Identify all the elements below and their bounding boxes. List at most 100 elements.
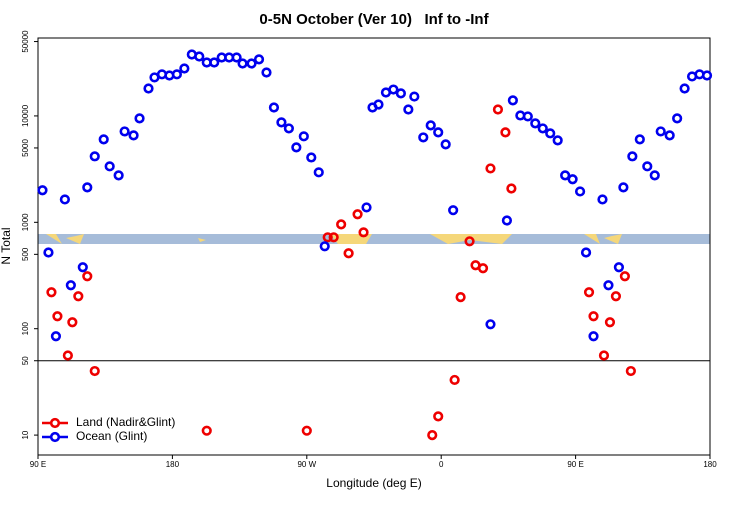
data-point xyxy=(52,311,63,322)
data-point xyxy=(291,142,302,153)
data-point xyxy=(627,151,638,162)
data-point xyxy=(545,128,556,139)
data-point xyxy=(43,247,54,258)
data-point xyxy=(268,102,280,113)
data-point xyxy=(552,135,563,146)
data-point xyxy=(395,88,406,99)
data-point xyxy=(89,151,100,162)
data-point xyxy=(89,365,100,377)
data-point xyxy=(306,152,317,163)
x-tick-label: 0 xyxy=(439,460,444,469)
data-point xyxy=(625,365,636,377)
data-point xyxy=(464,236,475,247)
y-tick-label: 5000 xyxy=(21,138,30,156)
data-point xyxy=(583,287,595,298)
data-point xyxy=(276,117,287,128)
data-point xyxy=(598,350,610,361)
data-point xyxy=(560,170,571,181)
data-point xyxy=(201,425,212,436)
x-tick-label: 90 E xyxy=(567,460,583,469)
data-point xyxy=(352,209,363,220)
data-point xyxy=(134,113,145,124)
data-point xyxy=(179,63,190,74)
data-point xyxy=(449,374,460,386)
data-point xyxy=(82,182,93,193)
data-point xyxy=(574,186,586,197)
data-point xyxy=(50,331,62,342)
data-point xyxy=(373,99,384,110)
data-point xyxy=(433,127,444,138)
data-point xyxy=(194,51,205,62)
legend-marker xyxy=(49,417,61,429)
data-point xyxy=(477,263,489,274)
data-point xyxy=(455,292,466,303)
data-point xyxy=(679,83,690,94)
legend-marker xyxy=(49,431,61,443)
x-tick-label: 90 E xyxy=(30,460,46,469)
y-tick-label: 1000 xyxy=(21,213,30,231)
data-point xyxy=(409,91,420,102)
data-point xyxy=(567,174,578,185)
data-point xyxy=(500,127,511,138)
y-axis-label: N Total xyxy=(0,227,13,264)
legend-label: Land (Nadir&Glint) xyxy=(76,415,175,429)
data-point xyxy=(634,134,645,145)
data-point xyxy=(588,311,599,322)
data-point xyxy=(619,271,630,282)
data-point xyxy=(77,262,88,273)
data-point xyxy=(336,219,347,230)
data-point xyxy=(143,83,154,94)
data-point xyxy=(65,280,76,291)
data-point xyxy=(522,111,533,122)
data-point xyxy=(313,167,324,178)
data-point xyxy=(358,227,369,238)
x-tick-label: 90 W xyxy=(297,460,316,469)
data-point xyxy=(322,232,333,243)
data-point xyxy=(580,247,592,258)
map-strip xyxy=(38,234,710,244)
data-point xyxy=(209,57,220,68)
data-point xyxy=(283,123,294,134)
data-point xyxy=(82,271,93,282)
data-point xyxy=(655,126,666,137)
data-point xyxy=(610,291,622,302)
data-point xyxy=(253,54,265,65)
data-point xyxy=(613,262,625,273)
data-point xyxy=(530,118,541,129)
data-point xyxy=(343,248,354,259)
data-point xyxy=(403,104,414,115)
chart-title: 0-5N October (Ver 10) Inf to -Inf xyxy=(259,11,489,28)
data-point xyxy=(171,69,182,80)
y-tick-label: 10000 xyxy=(21,104,30,127)
data-point xyxy=(418,132,429,143)
y-tick-label: 500 xyxy=(21,247,30,261)
data-point xyxy=(603,280,614,291)
data-point xyxy=(672,113,683,124)
data-point xyxy=(46,287,57,298)
data-point xyxy=(701,70,713,81)
data-point xyxy=(649,170,660,181)
data-point xyxy=(237,58,248,69)
data-point xyxy=(501,215,513,226)
data-point xyxy=(433,411,444,422)
y-tick-label: 50 xyxy=(21,356,30,365)
data-point xyxy=(506,183,517,194)
data-point xyxy=(492,104,504,115)
legend-label: Ocean (Glint) xyxy=(76,429,147,443)
x-axis-label: Longitude (deg E) xyxy=(326,476,421,490)
data-point xyxy=(604,317,616,328)
data-point xyxy=(73,291,84,302)
data-point xyxy=(37,185,48,196)
data-point xyxy=(425,120,436,131)
data-point xyxy=(246,58,257,69)
data-point xyxy=(298,131,309,142)
y-tick-label: 50000 xyxy=(21,30,30,53)
data-point xyxy=(231,52,242,63)
data-point xyxy=(642,161,653,172)
data-point xyxy=(448,205,459,216)
data-point xyxy=(537,123,548,134)
data-point xyxy=(113,170,124,181)
data-point xyxy=(128,130,139,141)
y-tick-label: 100 xyxy=(21,321,30,335)
